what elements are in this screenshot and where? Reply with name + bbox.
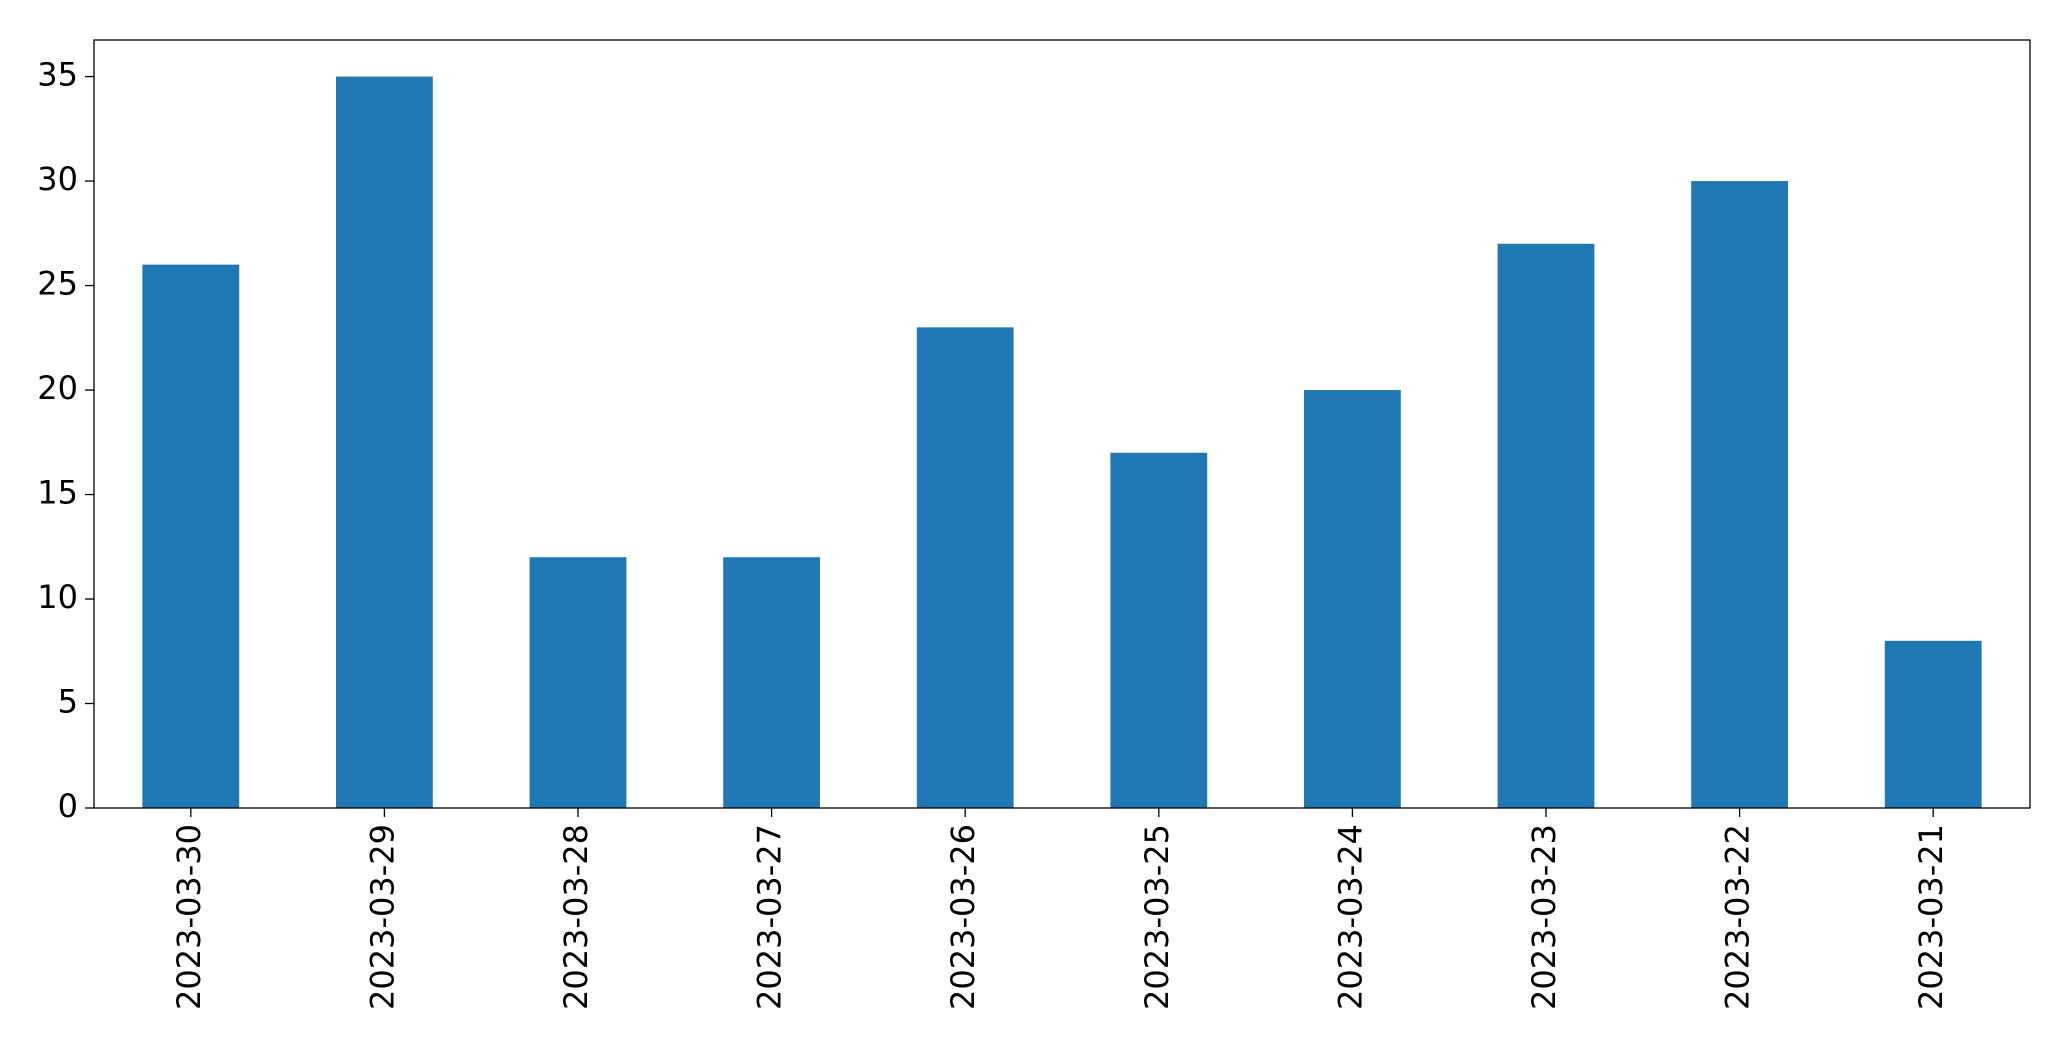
bar xyxy=(1110,452,1208,808)
x-tick-label: 2023-03-22 xyxy=(1719,824,1757,1010)
x-tick-label: 2023-03-21 xyxy=(1912,824,1950,1010)
x-tick-label: 2023-03-26 xyxy=(944,824,982,1010)
bar xyxy=(723,557,820,808)
y-tick-label: 10 xyxy=(37,578,78,616)
x-tick-label: 2023-03-27 xyxy=(751,824,789,1010)
x-tick-label: 2023-03-25 xyxy=(1138,824,1176,1010)
x-tick-label: 2023-03-24 xyxy=(1331,824,1369,1010)
x-tick-label: 2023-03-30 xyxy=(170,824,208,1010)
y-tick-label: 30 xyxy=(37,160,78,198)
y-tick-label: 35 xyxy=(37,56,78,94)
y-tick-label: 25 xyxy=(37,265,78,303)
y-tick-label: 15 xyxy=(37,474,78,512)
y-tick-label: 0 xyxy=(58,787,78,825)
x-tick-label: 2023-03-29 xyxy=(363,824,401,1010)
bar xyxy=(336,76,433,809)
plot-frame xyxy=(93,39,2031,809)
bar xyxy=(1691,181,1788,808)
y-tick-label: 20 xyxy=(37,369,78,407)
bar xyxy=(1304,390,1401,808)
y-tick-label: 5 xyxy=(58,683,78,721)
bar xyxy=(142,264,240,808)
bar xyxy=(1884,640,1982,808)
x-tick-label: 2023-03-28 xyxy=(557,824,595,1010)
bar xyxy=(916,327,1014,808)
x-tick-label: 2023-03-23 xyxy=(1525,824,1563,1010)
bar xyxy=(529,557,627,808)
bar xyxy=(1497,243,1595,808)
